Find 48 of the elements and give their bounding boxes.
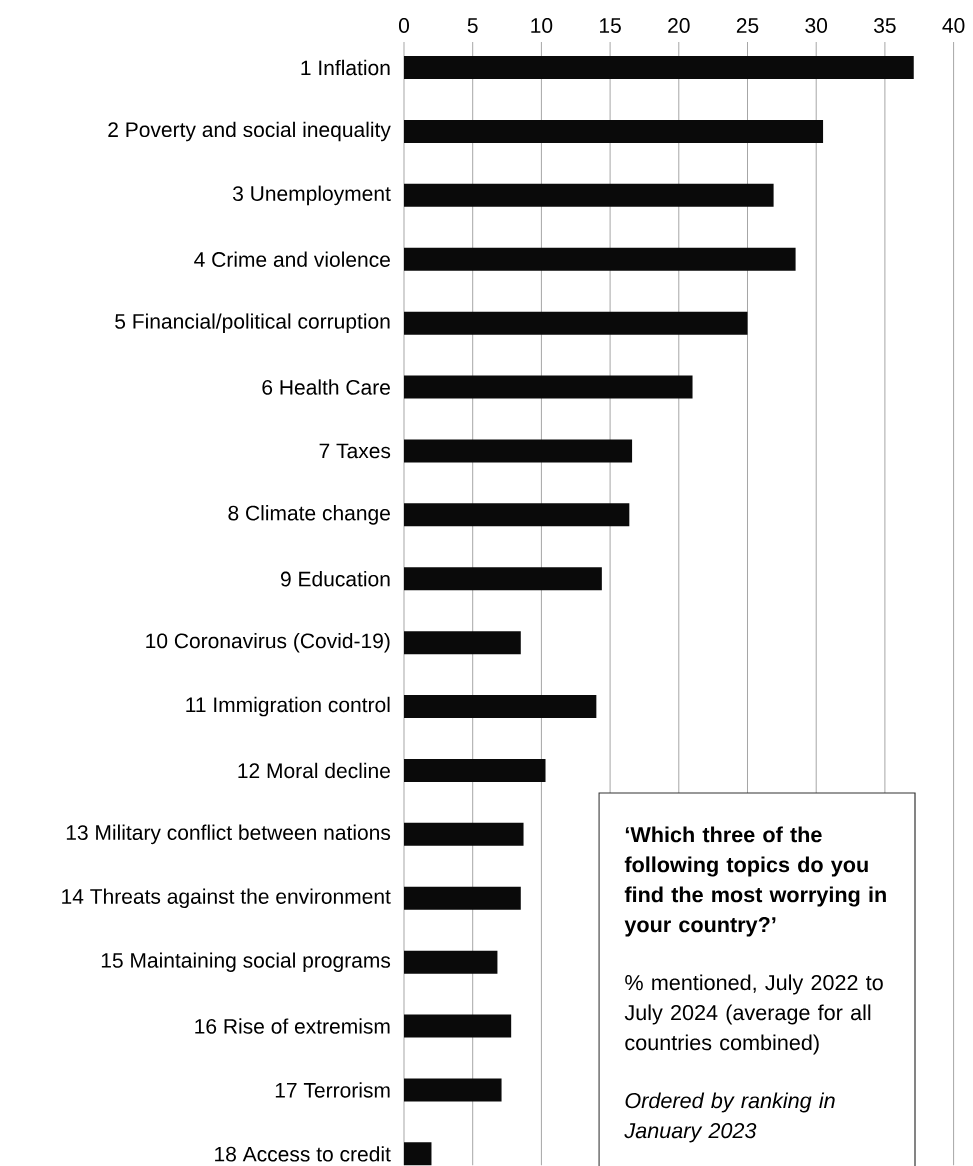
- bar: [404, 503, 630, 527]
- y-tick-label: 10 Coronavirus (Covid-19): [146, 632, 390, 653]
- bar: [404, 56, 914, 80]
- bar: [404, 886, 521, 910]
- x-tick-label: 15: [600, 18, 621, 33]
- y-tick-label: 16 Rise of extremism: [195, 1018, 390, 1034]
- y-tick-label: 1 Inflation: [301, 59, 390, 76]
- y-tick-label: 8 Climate change: [228, 505, 390, 525]
- x-tick-label: 20: [668, 18, 690, 33]
- y-tick-label: 7 Taxes: [319, 443, 391, 459]
- y-tick-label: 5 Financial/political corruption: [115, 313, 390, 333]
- bar: [404, 822, 524, 846]
- bar: [404, 1014, 512, 1038]
- y-tick-label: 3 Unemployment: [232, 185, 391, 206]
- bar: [404, 183, 774, 207]
- bar: [404, 950, 498, 974]
- y-tick-label: 14 Threats against the environment: [62, 888, 391, 909]
- y-tick-label: 11 Immigration control: [186, 696, 390, 717]
- x-tick-label: 5: [467, 18, 478, 33]
- x-tick-label: 40: [942, 18, 965, 33]
- y-tick-label: 9 Education: [280, 571, 390, 587]
- y-tick-label: 13 Military conflict between nations: [66, 824, 391, 845]
- bar: [404, 247, 796, 271]
- bar: [404, 311, 748, 335]
- bar: [404, 375, 693, 399]
- y-tick-label: 6 Health Care: [262, 379, 390, 395]
- bar: [404, 1142, 432, 1166]
- bar: [404, 1078, 502, 1102]
- annotation: % mentioned, July 2022 to July 2024 (average for all countries combined): [624, 974, 883, 1055]
- bar: [404, 695, 597, 719]
- annotation: ‘Which three of the following topics do you find the most worrying in your country?’: [624, 826, 886, 937]
- bar: [404, 439, 633, 463]
- annotation: Ordered by ranking in January 2023: [624, 1092, 835, 1143]
- x-tick-label: 35: [874, 18, 896, 33]
- y-tick-label: 17 Terrorism: [275, 1082, 390, 1098]
- y-tick-label: 4 Crime and violence: [194, 251, 390, 267]
- y-tick-label: 2 Poverty and social inequality: [108, 121, 391, 142]
- x-tick-label: 25: [736, 18, 759, 33]
- bar: [404, 567, 602, 591]
- x-tick-label: 10: [531, 18, 553, 33]
- x-tick-label: 0: [398, 18, 410, 33]
- y-tick-label: 15 Maintaining social programs: [101, 952, 391, 972]
- y-tick-label: 12 Moral decline: [238, 762, 390, 779]
- bar: [404, 119, 824, 143]
- bar: [404, 758, 546, 782]
- bar: [404, 631, 521, 655]
- y-tick-label: 18 Access to credit: [215, 1146, 391, 1162]
- x-tick-label: 30: [805, 18, 828, 33]
